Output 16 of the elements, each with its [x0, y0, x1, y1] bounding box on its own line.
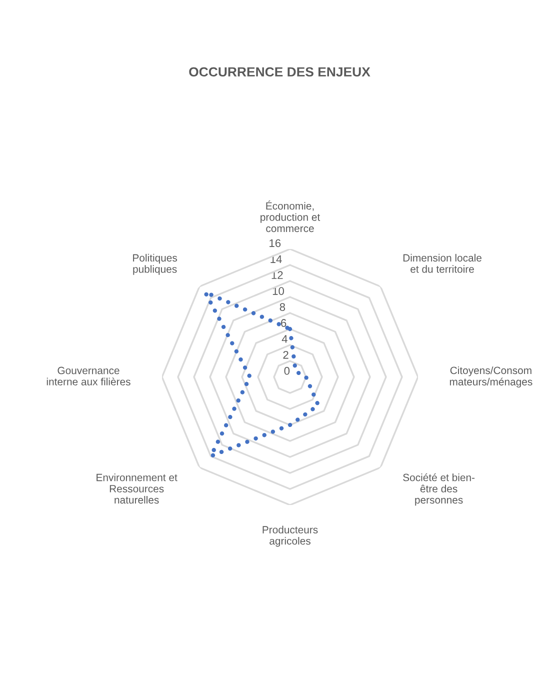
y-tick-label: 6	[281, 319, 286, 327]
y-tick-label: 2	[283, 350, 288, 359]
spoke-label: Dimension locale et du territoire	[403, 254, 482, 273]
spoke-label: Économie, production et commerce	[260, 200, 320, 232]
spoke-label: Politiques publiques	[133, 254, 178, 275]
y-tick-label: 4	[282, 335, 288, 343]
spoke-label: Citoyens/Consom mateurs/ménages	[450, 366, 532, 388]
spoke-label: Gouvernance interne aux filières	[46, 366, 130, 386]
spoke-label: Producteurs agricoles	[262, 526, 318, 547]
y-tick-label: 0	[284, 366, 290, 375]
y-tick-label: 10	[272, 287, 284, 295]
spoke-label: Société et bien- être des personnes	[403, 473, 475, 506]
spoke-label: Environnement et Ressources naturelles	[96, 474, 178, 504]
y-tick-label: 16	[270, 239, 281, 248]
chart-title: OCCURRENCE DES ENJEUX	[189, 67, 370, 77]
y-tick-label: 8	[280, 303, 286, 311]
